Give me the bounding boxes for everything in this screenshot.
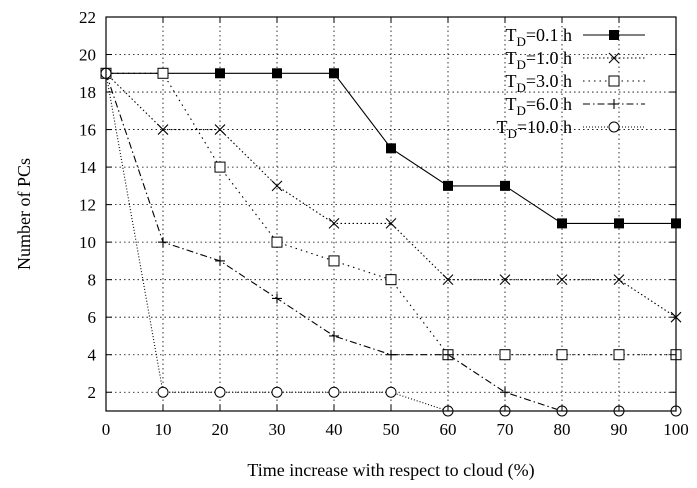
legend-label-sub: D xyxy=(516,80,525,95)
legend-label-sub: D xyxy=(516,57,525,72)
y-axis-label: Number of PCs xyxy=(14,158,34,270)
y-tick-label: 6 xyxy=(88,308,97,327)
y-tick-label: 8 xyxy=(88,271,97,290)
data-point xyxy=(214,161,226,173)
data-point xyxy=(556,274,568,286)
x-tick-label: 10 xyxy=(155,420,172,439)
y-tick-label: 20 xyxy=(79,46,96,65)
legend-label: TD=3.0 h xyxy=(505,71,572,95)
y-tick-label: 10 xyxy=(79,233,96,252)
data-point xyxy=(328,386,340,398)
x-tick-label: 0 xyxy=(102,420,111,439)
y-tick-label: 18 xyxy=(79,83,96,102)
legend-entry: TD=6.0 h xyxy=(505,94,645,118)
legend-marker xyxy=(608,52,620,64)
data-point xyxy=(499,349,511,361)
legend-label-rest: =10.0 h xyxy=(517,117,572,137)
x-tick-label: 100 xyxy=(663,420,689,439)
legend-label-sub: D xyxy=(516,34,525,49)
legend-entry: TD=1.0 h xyxy=(505,48,645,72)
legend: TD=0.1 hTD=1.0 hTD=3.0 hTD=6.0 hTD=10.0 … xyxy=(496,25,645,141)
data-point xyxy=(442,274,454,286)
legend-label-rest: =0.1 h xyxy=(526,25,572,45)
x-tick-label: 30 xyxy=(269,420,286,439)
data-point xyxy=(386,349,396,360)
legend-label-sub: D xyxy=(507,126,516,141)
legend-label-sub: D xyxy=(516,103,525,118)
legend-label: TD=1.0 h xyxy=(505,48,572,72)
data-point xyxy=(214,386,226,398)
y-tick-label: 2 xyxy=(88,383,97,402)
legend-label-main: T xyxy=(496,117,507,137)
data-point xyxy=(328,217,340,229)
data-point xyxy=(556,349,568,361)
legend-entry: TD=10.0 h xyxy=(496,117,645,141)
legend-label-main: T xyxy=(505,71,516,91)
x-tick-label: 60 xyxy=(440,420,457,439)
legend-label-rest: =6.0 h xyxy=(526,94,572,114)
legend-label: TD=6.0 h xyxy=(505,94,572,118)
legend-label-main: T xyxy=(505,94,516,114)
data-point xyxy=(385,386,397,398)
ticks: 0 10 20 30 40 50 60 70 80 90 100 2 4 6 8 10 12 14 16 18 20 22 xyxy=(79,8,689,439)
x-tick-label: 80 xyxy=(554,420,571,439)
legend-entry: TD=0.1 h xyxy=(505,25,645,49)
legend-entry: TD=3.0 h xyxy=(505,71,645,95)
data-point xyxy=(385,274,397,286)
x-tick-label: 40 xyxy=(326,420,343,439)
y-tick-label: 22 xyxy=(79,8,96,27)
data-point xyxy=(613,349,625,361)
legend-label-main: T xyxy=(505,25,516,45)
legend-label: TD=10.0 h xyxy=(496,117,572,141)
data-point xyxy=(215,68,225,79)
legend-marker xyxy=(609,99,619,109)
data-point xyxy=(499,274,511,286)
x-tick-label: 90 xyxy=(611,420,628,439)
data-point xyxy=(386,143,396,154)
legend-label-rest: =1.0 h xyxy=(526,48,572,68)
data-point xyxy=(443,180,453,191)
data-point xyxy=(613,274,625,286)
data-point xyxy=(271,386,283,398)
legend-marker xyxy=(608,75,620,87)
legend-label: TD=0.1 h xyxy=(505,25,572,49)
series-line xyxy=(106,72,676,356)
data-point xyxy=(272,293,282,304)
x-tick-label: 50 xyxy=(383,420,400,439)
y-tick-label: 4 xyxy=(88,346,97,365)
data-point xyxy=(157,67,169,79)
y-tick-label: 12 xyxy=(79,196,96,215)
x-tick-label: 70 xyxy=(497,420,514,439)
data-point xyxy=(157,124,169,135)
data-point xyxy=(329,68,339,79)
data-point xyxy=(500,387,510,398)
data-point xyxy=(385,217,397,229)
y-tick-label: 14 xyxy=(79,158,97,177)
data-point xyxy=(158,237,168,248)
data-point xyxy=(329,330,339,341)
data-point xyxy=(443,349,453,360)
data-point xyxy=(271,180,283,192)
y-tick-label: 16 xyxy=(79,121,96,140)
data-point xyxy=(214,124,226,135)
data-point xyxy=(614,218,624,229)
data-point xyxy=(271,236,283,248)
legend-label-rest: =3.0 h xyxy=(526,71,572,91)
data-point xyxy=(215,255,225,266)
data-point xyxy=(272,68,282,79)
data-point xyxy=(328,255,340,267)
x-tick-label: 20 xyxy=(212,420,229,439)
x-axis-label: Time increase with respect to cloud (%) xyxy=(247,460,534,481)
legend-marker xyxy=(609,30,619,40)
data-point xyxy=(557,218,567,229)
legend-label-main: T xyxy=(505,48,516,68)
data-point xyxy=(157,386,169,398)
data-point xyxy=(500,180,510,191)
legend-marker xyxy=(608,121,620,133)
